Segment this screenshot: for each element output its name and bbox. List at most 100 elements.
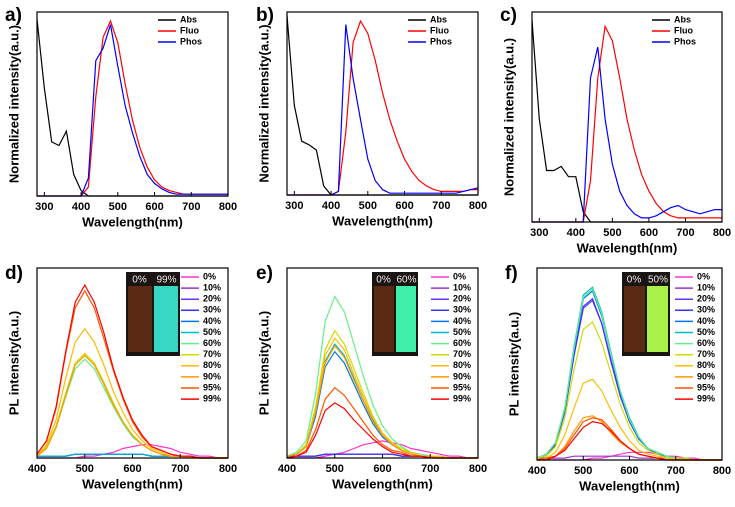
plot-frame bbox=[36, 11, 229, 197]
inset-vial-right bbox=[396, 286, 416, 352]
legend-label: Fluo bbox=[180, 25, 199, 35]
x-tick-label: 500 bbox=[603, 227, 621, 239]
y-axis-label: PL intensity(a.u.) bbox=[256, 311, 271, 416]
legend-label: Phos bbox=[674, 36, 696, 46]
legend-label: 40% bbox=[453, 316, 471, 326]
legend-label: 30% bbox=[203, 305, 221, 315]
series-line bbox=[532, 24, 722, 223]
x-tick-label: 500 bbox=[359, 200, 377, 212]
series-line bbox=[536, 417, 722, 461]
series-line bbox=[287, 24, 479, 196]
x-tick-label: 300 bbox=[530, 227, 548, 239]
series-line bbox=[36, 283, 228, 459]
x-tick-label: 700 bbox=[171, 463, 189, 475]
legend-label: 0% bbox=[697, 271, 710, 281]
panel-label: a) bbox=[5, 5, 22, 26]
x-tick-label: 700 bbox=[182, 201, 200, 213]
x-tick-label: 600 bbox=[395, 200, 413, 212]
x-tick-label: 500 bbox=[76, 463, 94, 475]
legend-label: Abs bbox=[430, 14, 447, 24]
x-tick-label: 700 bbox=[667, 465, 685, 477]
x-axis-label: Wavelength(nm) bbox=[332, 476, 433, 491]
legend-label: 0% bbox=[453, 271, 466, 281]
legend-label: Abs bbox=[674, 14, 691, 24]
legend-label: 0% bbox=[203, 271, 216, 281]
legend-label: 10% bbox=[697, 282, 715, 292]
panel: 300 400 500 600 700 800 Wavelength(nm) Normaliz… bbox=[256, 5, 487, 228]
series-line bbox=[532, 46, 722, 223]
series-line bbox=[37, 24, 228, 197]
legend-label: 10% bbox=[453, 282, 471, 292]
y-axis-label: PL intensity(a.u.) bbox=[6, 311, 21, 416]
legend-label: 20% bbox=[203, 294, 221, 304]
x-tick-label: 800 bbox=[219, 201, 237, 213]
x-tick-label: 400 bbox=[322, 200, 340, 212]
series-line bbox=[286, 337, 478, 459]
y-axis-label: Normalized intensity(a.u.) bbox=[256, 24, 271, 182]
x-tick-label: 800 bbox=[713, 465, 731, 477]
x-axis-label: Wavelength(nm) bbox=[82, 476, 183, 491]
legend-label: 60% bbox=[697, 338, 715, 348]
legend-label: 40% bbox=[697, 316, 715, 326]
legend-label: Fluo bbox=[674, 25, 693, 35]
x-tick-label: 500 bbox=[574, 465, 592, 477]
x-tick-label: 400 bbox=[28, 463, 46, 475]
x-axis-label: Wavelength(nm) bbox=[82, 214, 183, 229]
legend-label: 80% bbox=[203, 360, 221, 370]
y-axis-label: PL intensity(a.u.) bbox=[506, 312, 521, 417]
legend-label: 50% bbox=[203, 327, 221, 337]
x-tick-label: 800 bbox=[469, 200, 487, 212]
inset-label: 0% bbox=[376, 275, 391, 286]
x-tick-label: 600 bbox=[620, 465, 638, 477]
inset-vial-left bbox=[374, 286, 394, 352]
legend-label: Abs bbox=[180, 14, 197, 24]
series-line bbox=[36, 354, 228, 459]
panel-label: f) bbox=[505, 263, 518, 284]
legend-label: 90% bbox=[453, 371, 471, 381]
x-tick-label: 600 bbox=[373, 463, 391, 475]
series-line bbox=[287, 19, 478, 196]
legend-label: 90% bbox=[203, 371, 221, 381]
y-axis-label: Normalized intensity(a.u.) bbox=[501, 38, 516, 196]
x-axis-label: Wavelength(nm) bbox=[577, 240, 678, 255]
panel-label: c) bbox=[500, 5, 517, 26]
inset-label: 0% bbox=[627, 275, 642, 286]
series-line bbox=[36, 358, 228, 459]
x-tick-label: 600 bbox=[123, 463, 141, 475]
legend-label: 60% bbox=[453, 338, 471, 348]
panel-label: b) bbox=[256, 5, 274, 26]
series-line bbox=[36, 352, 228, 459]
series-line bbox=[37, 19, 228, 197]
inset-vial-left bbox=[624, 286, 645, 352]
legend-label: 70% bbox=[203, 349, 221, 359]
panel: 300 400 500 600 700 800 Wavelength(nm) Normaliz… bbox=[5, 5, 237, 229]
legend-label: 90% bbox=[697, 371, 715, 381]
x-axis-label: Wavelength(nm) bbox=[579, 478, 680, 493]
x-tick-label: 500 bbox=[109, 201, 127, 213]
legend-label: 30% bbox=[453, 305, 471, 315]
x-tick-label: 800 bbox=[219, 463, 237, 475]
legend-label: 95% bbox=[697, 382, 715, 392]
series-line bbox=[287, 440, 478, 459]
plot-frame bbox=[531, 11, 723, 223]
inset-label: 99% bbox=[156, 275, 176, 286]
legend-label: Phos bbox=[430, 36, 452, 46]
x-tick-label: 400 bbox=[72, 201, 90, 213]
x-tick-label: 800 bbox=[469, 463, 487, 475]
legend-label: 30% bbox=[697, 305, 715, 315]
x-tick-label: 400 bbox=[528, 465, 546, 477]
legend-label: 80% bbox=[453, 360, 471, 370]
legend-label: 99% bbox=[453, 393, 471, 403]
x-axis-label: Wavelength(nm) bbox=[332, 213, 433, 228]
y-axis-label: Normalized intensity(a.u.) bbox=[6, 25, 21, 183]
legend-label: 95% bbox=[453, 382, 471, 392]
legend-label: 40% bbox=[203, 316, 221, 326]
inset-label: 50% bbox=[648, 275, 668, 286]
x-tick-label: 400 bbox=[567, 227, 585, 239]
panel: 400 500 600 700 800 Wavelength(nm) PL intensit… bbox=[5, 263, 237, 491]
legend-label: 70% bbox=[453, 349, 471, 359]
inset-label: 60% bbox=[396, 275, 416, 286]
series-line bbox=[286, 386, 478, 459]
inset-vial-left bbox=[128, 286, 152, 352]
